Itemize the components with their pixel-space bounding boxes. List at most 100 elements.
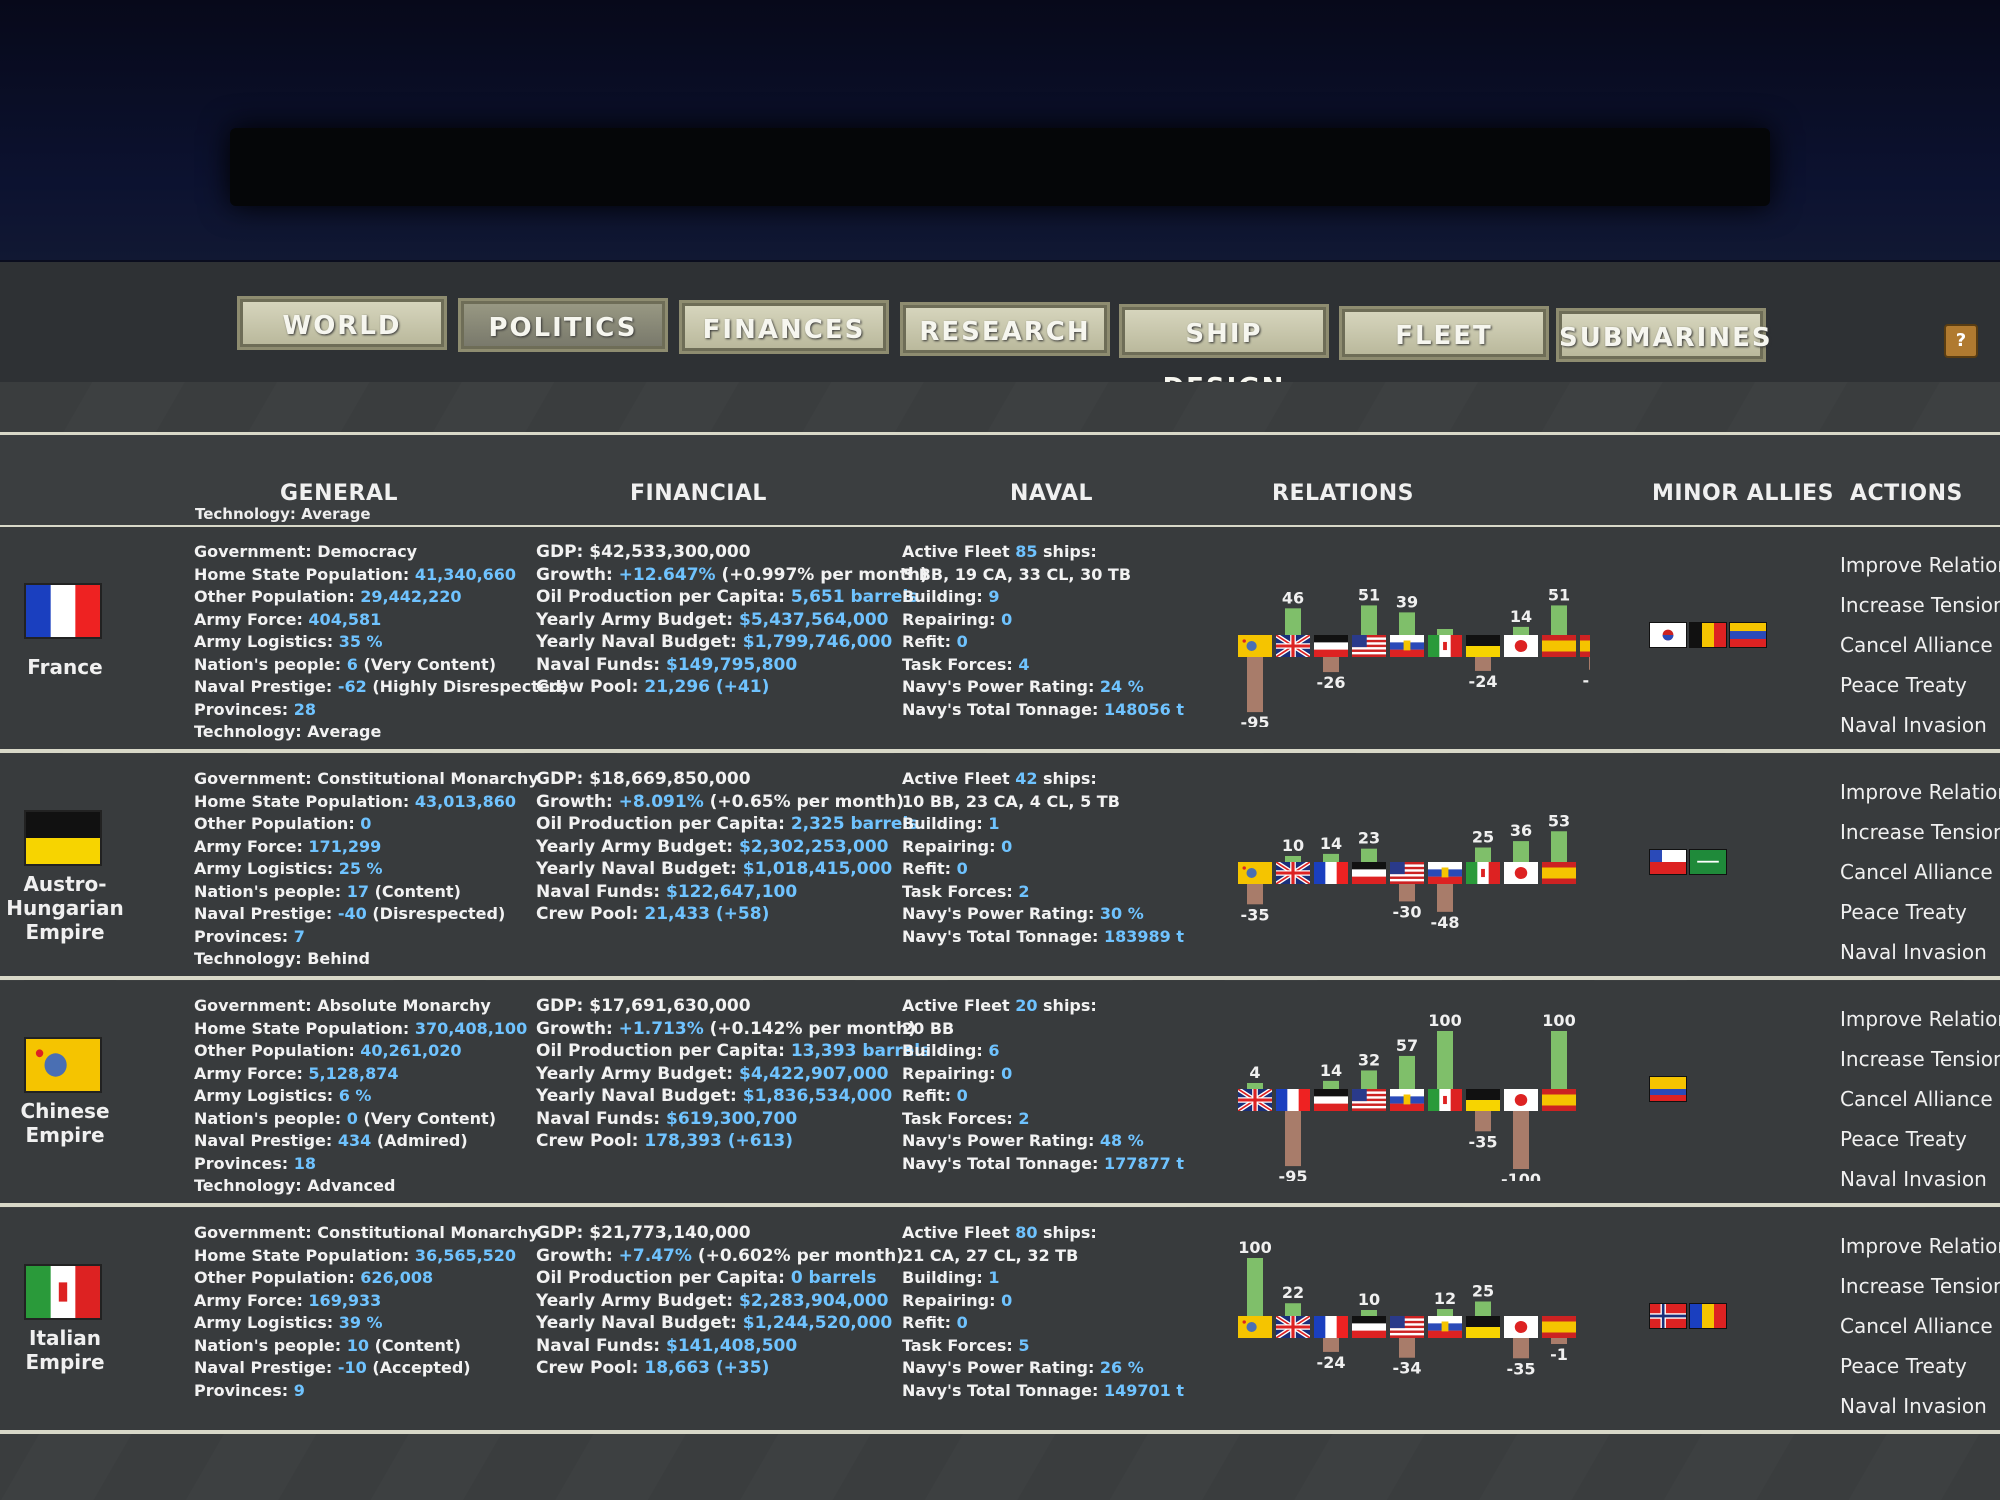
action-cancel-alliance[interactable]: Cancel Alliance (1840, 633, 1993, 657)
relation-flag[interactable] (1542, 635, 1576, 657)
action-improve-relations[interactable]: Improve Relations (1840, 1007, 2000, 1031)
relation-flag[interactable] (1466, 1316, 1500, 1338)
relation-flag[interactable] (1238, 1316, 1272, 1338)
relation-flag[interactable] (1542, 862, 1576, 884)
relation-flag[interactable] (1390, 635, 1424, 657)
tab-world[interactable]: WORLD (237, 296, 447, 350)
action-cancel-alliance[interactable]: Cancel Alliance (1840, 860, 1993, 884)
action-increase-tension[interactable]: Increase Tension (1840, 1274, 2000, 1298)
action-naval-invasion[interactable]: Naval Invasion (1840, 713, 1987, 737)
relation-flag[interactable] (1504, 635, 1538, 657)
general-line: Other Population: 0 (194, 813, 539, 836)
relation-flag[interactable] (1352, 862, 1386, 884)
relation-flag[interactable] (1390, 1089, 1424, 1111)
action-increase-tension[interactable]: Increase Tension (1840, 1047, 2000, 1071)
action-improve-relations[interactable]: Improve Relations (1840, 780, 2000, 804)
relation-flag[interactable] (1466, 862, 1500, 884)
action-naval-invasion[interactable]: Naval Invasion (1840, 940, 1987, 964)
relation-flag[interactable] (1428, 635, 1462, 657)
action-naval-invasion[interactable]: Naval Invasion (1840, 1394, 1987, 1418)
relation-flag[interactable] (1580, 635, 1614, 657)
line-label: Home State Population: (194, 791, 415, 811)
financial-line: Yearly Army Budget: $5,437,564,000 (536, 609, 928, 632)
naval-line: Task Forces: 2 (902, 881, 1184, 904)
relation-flag[interactable] (1238, 1089, 1272, 1111)
line-label: Oil Production per Capita: (536, 1268, 791, 1288)
tab-ship-design[interactable]: SHIP DESIGN (1119, 304, 1329, 403)
line-label: Active Fleet (902, 996, 1016, 1015)
help-icon[interactable]: ? (1944, 324, 1978, 358)
relation-flag[interactable] (1390, 862, 1424, 884)
relation-flag[interactable] (1428, 1089, 1462, 1111)
minor-ally-flag[interactable] (1690, 1304, 1726, 1328)
relation-flag[interactable] (1352, 635, 1386, 657)
line-label: Navy's Total Tonnage: (902, 699, 1104, 719)
action-peace-treaty[interactable]: Peace Treaty (1840, 1127, 1967, 1151)
relation-bar (1437, 1031, 1453, 1089)
line-label: Naval Funds: (536, 1335, 666, 1356)
minor-ally-flag[interactable] (1650, 1077, 1686, 1101)
minor-ally-flag[interactable] (1690, 623, 1726, 647)
action-cancel-alliance[interactable]: Cancel Alliance (1840, 1314, 1993, 1338)
action-peace-treaty[interactable]: Peace Treaty (1840, 1354, 1967, 1378)
relation-flag[interactable] (1542, 1089, 1576, 1111)
relation-flag[interactable] (1542, 1316, 1576, 1338)
line-label: Army Force: (194, 836, 309, 856)
action-cancel-alliance[interactable]: Cancel Alliance (1840, 1087, 1993, 1111)
action-improve-relations[interactable]: Improve Relations (1840, 1234, 2000, 1258)
relation-flag[interactable] (1276, 862, 1310, 884)
relation-flag[interactable] (1314, 1089, 1348, 1111)
financial-line: Yearly Naval Budget: $1,244,520,000 (536, 1312, 904, 1335)
relation-flag[interactable] (1238, 862, 1272, 884)
relation-flag[interactable] (1276, 635, 1310, 657)
relation-flag[interactable] (1504, 862, 1538, 884)
relation-flag[interactable] (1390, 1316, 1424, 1338)
line-label: Naval Prestige: (194, 1358, 338, 1377)
tab-submarines[interactable]: SUBMARINES (1556, 308, 1771, 362)
tab-fleet[interactable]: FLEET (1339, 306, 1549, 360)
action-naval-invasion[interactable]: Naval Invasion (1840, 1167, 1987, 1191)
relation-flag[interactable] (1428, 1316, 1462, 1338)
line-label: Repairing: (902, 836, 1002, 856)
line-value: 434 (337, 1131, 372, 1150)
relation-flag[interactable] (1504, 1089, 1538, 1111)
tab-finances[interactable]: FINANCES (679, 300, 889, 354)
financial-line: Naval Funds: $619,300,700 (536, 1108, 930, 1131)
naval-line: Navy's Power Rating: 24 % (902, 676, 1184, 699)
relation-flag[interactable] (1314, 862, 1348, 884)
relation-flag[interactable] (1276, 1089, 1310, 1111)
tab-research[interactable]: RESEARCH (900, 302, 1110, 356)
line-label: Army Force: (194, 1290, 309, 1310)
relation-flag[interactable] (1466, 1089, 1500, 1111)
tab-politics[interactable]: POLITICS (458, 298, 668, 352)
relation-flag[interactable] (1466, 635, 1500, 657)
relations-chart: 4 -95 14 32 57 100 -35 -100 100 (1230, 991, 1590, 1189)
line-value: $1,836,534,000 (742, 1086, 893, 1106)
action-improve-relations[interactable]: Improve Relations (1840, 553, 2000, 577)
relation-flag[interactable] (1238, 635, 1272, 657)
line-value: $2,283,904,000 (739, 1290, 889, 1311)
line-label: Refit: (902, 859, 957, 878)
financial-line: Yearly Naval Budget: $1,018,415,000 (536, 858, 918, 881)
relation-flag[interactable] (1276, 1316, 1310, 1338)
relation-value: -22 (1583, 671, 1590, 690)
line-value: 85 (1015, 542, 1038, 561)
relation-flag[interactable] (1504, 1316, 1538, 1338)
action-peace-treaty[interactable]: Peace Treaty (1840, 900, 1967, 924)
relation-flag[interactable] (1428, 862, 1462, 884)
naval-line: Navy's Power Rating: 26 % (902, 1357, 1184, 1380)
action-peace-treaty[interactable]: Peace Treaty (1840, 673, 1967, 697)
action-increase-tension[interactable]: Increase Tension (1840, 820, 2000, 844)
action-increase-tension[interactable]: Increase Tension (1840, 593, 2000, 617)
relation-value: 32 (1358, 1050, 1380, 1069)
line-label: Provinces: (194, 1153, 294, 1173)
relation-flag[interactable] (1352, 1316, 1386, 1338)
minor-ally-flag[interactable] (1690, 850, 1726, 874)
relation-flag[interactable] (1314, 635, 1348, 657)
minor-ally-flag[interactable] (1730, 623, 1766, 647)
minor-ally-flag[interactable] (1650, 1304, 1686, 1328)
minor-ally-flag[interactable] (1650, 850, 1686, 874)
relation-flag[interactable] (1352, 1089, 1386, 1111)
minor-ally-flag[interactable] (1650, 623, 1686, 647)
relation-flag[interactable] (1314, 1316, 1348, 1338)
